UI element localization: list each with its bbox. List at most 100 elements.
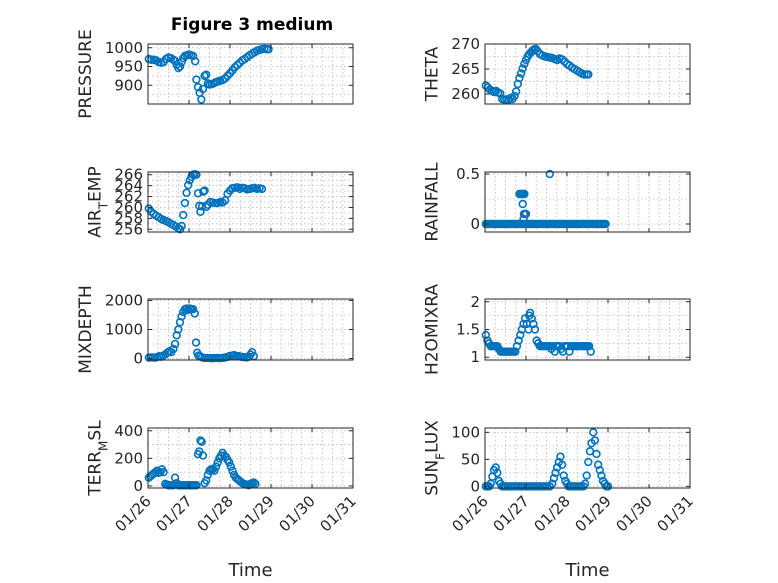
y-axis-label: TERRMSL [85, 420, 110, 497]
data-point [175, 62, 185, 71]
y-axis-label: AIRTEMP [85, 166, 110, 237]
data-point [196, 436, 205, 445]
y-tick-label: 950 [114, 58, 143, 76]
y-tick-label: 100 [451, 423, 480, 441]
data-point [213, 458, 222, 467]
x-tick-label: 01/29 [235, 492, 278, 535]
y-tick-label: 0 [133, 477, 143, 495]
y-tick-label: 256 [114, 220, 143, 238]
data-point [199, 187, 208, 196]
x-tick-label: 01/29 [572, 492, 615, 535]
data-point [491, 463, 500, 472]
data-point [586, 347, 595, 356]
data-point [557, 460, 567, 469]
data-point [519, 319, 528, 329]
data-point [556, 452, 565, 461]
x-tick-label: 01/28 [194, 492, 237, 535]
y-tick-label: 1000 [105, 321, 143, 339]
data-point [515, 73, 524, 83]
y-tick-label: 258 [114, 209, 143, 227]
data-point [592, 449, 601, 459]
data-point [603, 482, 613, 491]
y-tick-label: 1.5 [456, 321, 480, 339]
data-point [595, 465, 604, 475]
data-point [210, 466, 219, 475]
y-tick-label: 0 [470, 477, 480, 495]
data-point [190, 57, 200, 66]
data-point [510, 91, 519, 101]
data-point [559, 471, 568, 480]
data-point [188, 304, 198, 314]
data-point [177, 221, 186, 231]
x-tick-label: 01/30 [613, 492, 656, 535]
y-axis-label: THETA [422, 46, 442, 102]
data-point [180, 198, 190, 208]
data-point [518, 199, 527, 209]
y-axis-label: MIXDEPTH [76, 285, 96, 374]
y-tick-label: 260 [114, 198, 143, 216]
data-point [601, 219, 610, 229]
data-point [580, 479, 590, 488]
x-tick-label: 01/28 [531, 492, 574, 535]
y-tick-label: 0 [133, 350, 143, 368]
data-point [264, 45, 273, 54]
y-tick-label: 900 [114, 76, 143, 94]
y-tick-label: 50 [461, 450, 480, 468]
subplot-sun-flux: 0 50 100SUNFLUX01/2601/2701/2801/2901/3001… [422, 420, 696, 581]
data-point [551, 468, 560, 478]
y-tick-label: 1000 [105, 39, 143, 57]
plot-area [148, 428, 353, 488]
data-point [548, 479, 557, 488]
data-point [511, 347, 520, 356]
y-tick-label: 264 [114, 177, 143, 195]
data-point [530, 325, 540, 334]
data-point [191, 338, 201, 347]
x-tick-label: 01/26 [112, 492, 155, 535]
data-point [192, 481, 201, 490]
data-point [549, 474, 559, 483]
data-point [590, 436, 600, 445]
data-point [183, 180, 193, 190]
data-point [584, 341, 594, 351]
data-point [481, 330, 491, 340]
data-point [196, 207, 205, 217]
y-tick-label: 0 [470, 215, 480, 233]
data-point [197, 437, 206, 446]
data-point [512, 341, 522, 351]
data-point [198, 451, 208, 460]
y-tick-label: 400 [114, 422, 143, 440]
x-axis-label: Time [227, 560, 272, 581]
data-point [545, 169, 554, 179]
data-point [518, 64, 527, 73]
subplot-theta: 260 265 270 THETA [422, 35, 691, 105]
y-tick-label: 2000 [105, 291, 143, 309]
y-tick-label: 2 [470, 293, 480, 311]
axes-box [147, 43, 354, 105]
data-point [493, 468, 502, 478]
data-point [197, 95, 206, 104]
data-point [511, 87, 521, 96]
y-tick-label: 266 [114, 166, 143, 184]
axes-box [147, 171, 354, 233]
y-tick-label: 200 [114, 449, 143, 467]
data-point [251, 479, 260, 489]
data-point [516, 69, 526, 78]
y-tick-label: 262 [114, 188, 143, 206]
data-point [224, 458, 234, 467]
data-point [257, 184, 267, 194]
data-point [179, 210, 188, 220]
data-point [520, 59, 529, 69]
data-point [593, 460, 603, 469]
data-point [516, 330, 525, 340]
y-axis-label: SUNFLUX [422, 420, 447, 496]
data-point [519, 214, 528, 224]
y-tick-label: 0.5 [456, 165, 480, 183]
y-axis-label: RAINFALL [422, 162, 442, 242]
y-tick-label: 1 [470, 348, 480, 366]
y-axis-label: H2OMIXRA [422, 284, 442, 375]
data-point [247, 347, 257, 357]
data-point [527, 314, 536, 323]
y-tick-label: 270 [451, 35, 480, 53]
data-point [202, 476, 211, 485]
data-point [200, 186, 209, 195]
